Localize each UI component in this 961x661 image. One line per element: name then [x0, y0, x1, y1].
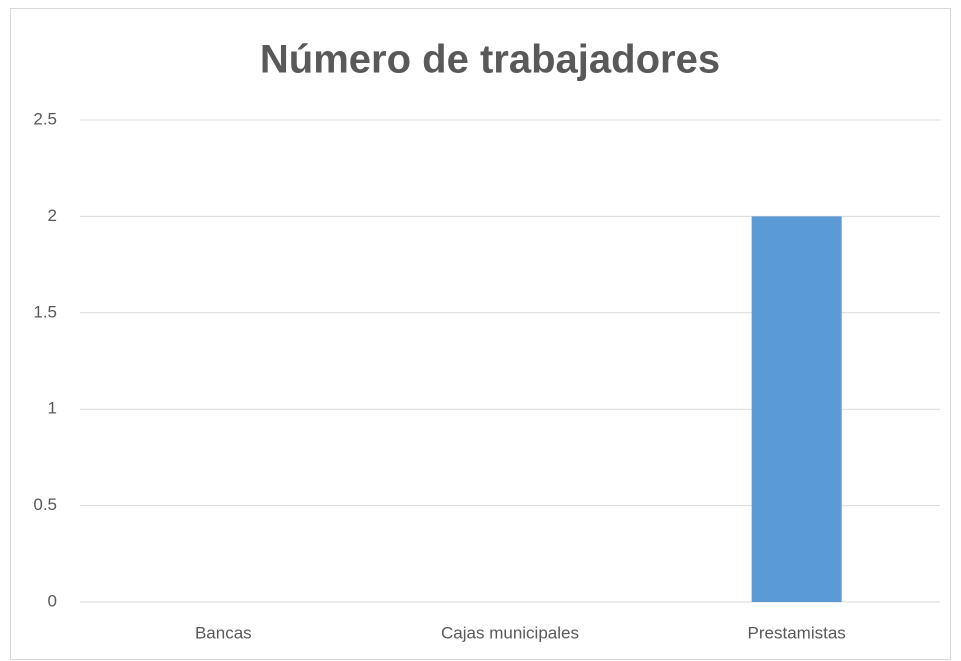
y-tick-label: 2.5 [33, 109, 57, 128]
y-tick-label: 0 [48, 591, 57, 610]
x-tick-label: Cajas municipales [441, 623, 579, 642]
y-tick-label: 2 [48, 206, 57, 225]
y-tick-label: 0.5 [33, 495, 57, 514]
x-tick-label: Prestamistas [748, 623, 846, 642]
x-tick-label: Bancas [195, 623, 252, 642]
chart-title: Número de trabajadores [260, 38, 720, 82]
y-tick-label: 1.5 [33, 302, 57, 321]
y-tick-label: 1 [48, 399, 57, 418]
bar [751, 216, 842, 602]
